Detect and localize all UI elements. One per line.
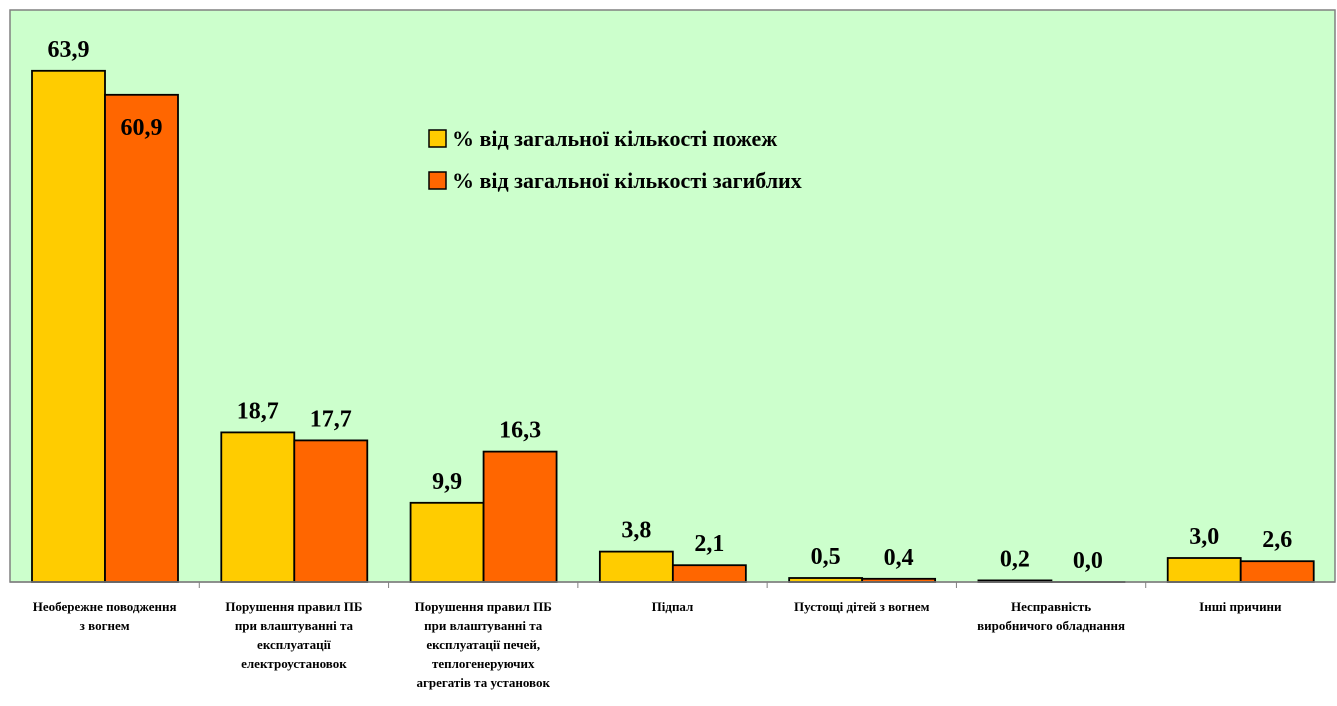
category-label: виробничого обладнання	[977, 618, 1125, 633]
bar-fires	[411, 503, 484, 582]
bar-fires	[600, 552, 673, 582]
bar-deaths	[673, 565, 746, 582]
category-label: при влаштуванні та	[235, 618, 354, 633]
legend-label-fires: % від загальної кількості пожеж	[452, 126, 777, 151]
category-label: теплогенеруючих	[432, 656, 535, 671]
data-label: 0,5	[811, 544, 841, 570]
category-label: Необережне поводження	[33, 599, 177, 614]
category-label: Інші причини	[1199, 599, 1282, 614]
category-label: при влаштуванні та	[424, 618, 543, 633]
bar-deaths	[1241, 561, 1314, 582]
category-label: Порушення правил ПБ	[225, 599, 362, 614]
data-label: 63,9	[48, 37, 90, 63]
category-label: Несправність	[1011, 599, 1091, 614]
category-label: експлуатації	[257, 637, 331, 652]
legend-label-deaths: % від загальної кількості загиблих	[452, 168, 802, 193]
bar-fires	[221, 432, 294, 582]
data-label: 2,1	[694, 531, 724, 557]
category-label: агрегатів та установок	[416, 675, 550, 690]
data-label: 0,0	[1073, 548, 1103, 574]
data-label: 18,7	[237, 398, 279, 424]
data-label: 3,8	[621, 518, 651, 544]
x-axis: Необережне поводження з вогнем Порушення п…	[10, 582, 1335, 690]
plot-area	[10, 10, 1335, 582]
data-label: 3,0	[1189, 524, 1219, 550]
data-label: 2,6	[1262, 527, 1292, 553]
data-label: 9,9	[432, 469, 462, 495]
data-label: 0,4	[884, 545, 914, 571]
bar-deaths	[484, 452, 557, 582]
bar-fires	[32, 71, 105, 582]
bar-deaths	[294, 440, 367, 582]
data-label: 16,3	[499, 418, 541, 444]
legend-swatch-fires	[429, 130, 446, 147]
category-label: Підпал	[652, 599, 694, 614]
data-label: 0,2	[1000, 546, 1030, 572]
data-label: 17,7	[310, 406, 352, 432]
category-label: з вогнем	[80, 618, 130, 633]
category-label: Порушення правил ПБ	[415, 599, 552, 614]
data-label: 60,9	[121, 115, 163, 141]
legend-swatch-deaths	[429, 172, 446, 189]
bar-deaths	[105, 95, 178, 582]
category-label: експлуатації печей,	[426, 637, 540, 652]
category-label: електроустановок	[241, 656, 347, 671]
bar-fires	[1168, 558, 1241, 582]
category-label: Пустощі дітей з вогнем	[794, 599, 930, 614]
